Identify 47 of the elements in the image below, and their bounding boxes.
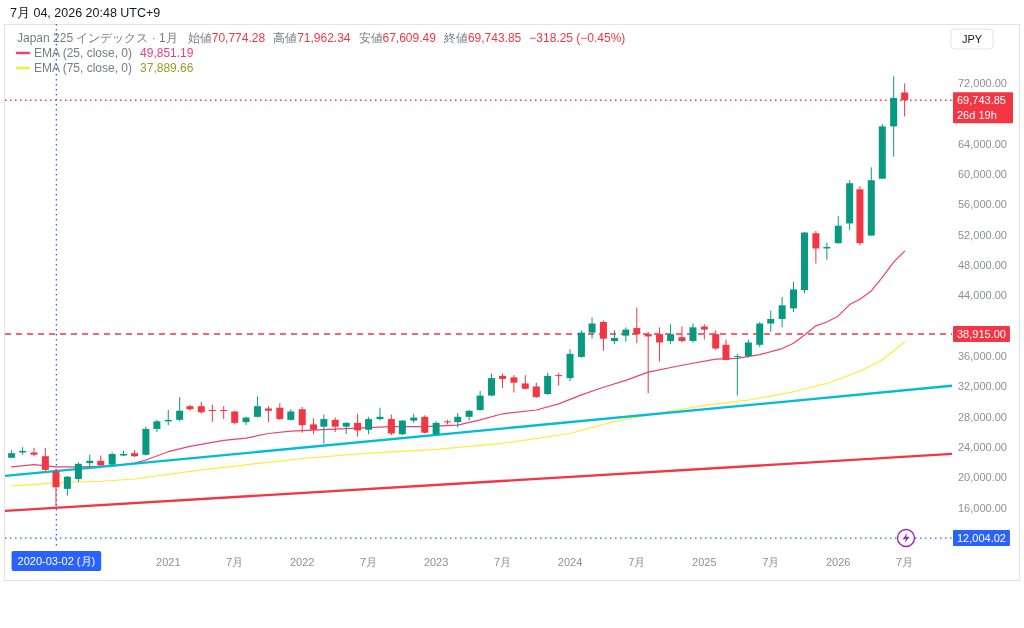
x-tick-label: 2021 xyxy=(156,556,181,568)
line-series xyxy=(11,341,906,487)
legend-label: EMA (75, close, 0) xyxy=(34,61,133,75)
ref-line-label: 2020-03-02 (月) xyxy=(11,551,102,571)
annotation: −318.25 (−0.45%) xyxy=(529,31,626,45)
x-tick-label: 2023 xyxy=(423,556,449,568)
annotation: 安値67,609.49 xyxy=(358,31,437,45)
chart-title: 7月 04, 2026 20:48 UTC+9 xyxy=(10,6,161,20)
x-tick-label: 2026 xyxy=(826,556,851,568)
y-tick-label: 52,000.00 xyxy=(958,228,1007,241)
y-tick-label: 64,000.00 xyxy=(958,137,1007,150)
y-tick-label: 20,000.00 xyxy=(958,471,1007,484)
ref-line-label: 69,743.85 26d 19h xyxy=(953,92,1013,124)
ref-line-label: 12,004.02 xyxy=(957,532,1006,545)
text: Japan 225 インデックス · 1月 xyxy=(17,31,178,45)
ref-line-label: 12,004.02 xyxy=(953,530,1010,547)
ref-line-label: 38,915.00 xyxy=(953,326,1010,343)
y-tick-label: 24,000.00 xyxy=(958,441,1007,454)
annotation: 37,889.66 xyxy=(140,61,194,75)
ref-line-label: 2020-03-02 (月) xyxy=(17,555,96,567)
x-tick-label: 7月 xyxy=(493,556,512,568)
y-tick-label: 60,000.00 xyxy=(958,168,1007,181)
y-axis-title: JPY xyxy=(961,33,983,45)
annotation: 始値70,774.28 xyxy=(187,31,266,45)
y-tick-label: 56,000.00 xyxy=(958,198,1007,211)
x-tick-label: 2025 xyxy=(692,556,717,568)
annotation: 終値69,743.85 xyxy=(442,31,522,45)
x-tick-label: 7月 xyxy=(628,556,646,568)
y-axis-title: JPY xyxy=(950,28,994,50)
annotation: 49,851.19 xyxy=(140,46,194,60)
y-tick-label: 32,000.00 xyxy=(958,380,1007,393)
annotation: 高値71,962.34 xyxy=(273,31,351,45)
x-tick-label: 7月 xyxy=(360,556,378,568)
x-tick-label: 7月 xyxy=(226,556,244,568)
y-tick-label: 44,000.00 xyxy=(958,289,1007,302)
x-tick-label: 2022 xyxy=(289,556,315,568)
y-tick-label: 36,000.00 xyxy=(958,350,1007,363)
x-tick-label: 7月 xyxy=(896,556,914,568)
y-tick-label: 16,000.00 xyxy=(958,501,1007,514)
x-tick-label: 2024 xyxy=(557,556,583,568)
y-tick-label: 48,000.00 xyxy=(958,259,1007,272)
legend-label: EMA (25, close, 0) xyxy=(34,46,133,60)
ref-line-label: 38,915.00 xyxy=(957,328,1006,341)
ref-line-label: 69,743.85 26d 19h xyxy=(957,94,1006,122)
y-tick-label: 72,000.00 xyxy=(958,77,1007,90)
x-tick-label: 7月 xyxy=(762,556,780,568)
y-tick-label: 28,000.00 xyxy=(958,410,1007,423)
